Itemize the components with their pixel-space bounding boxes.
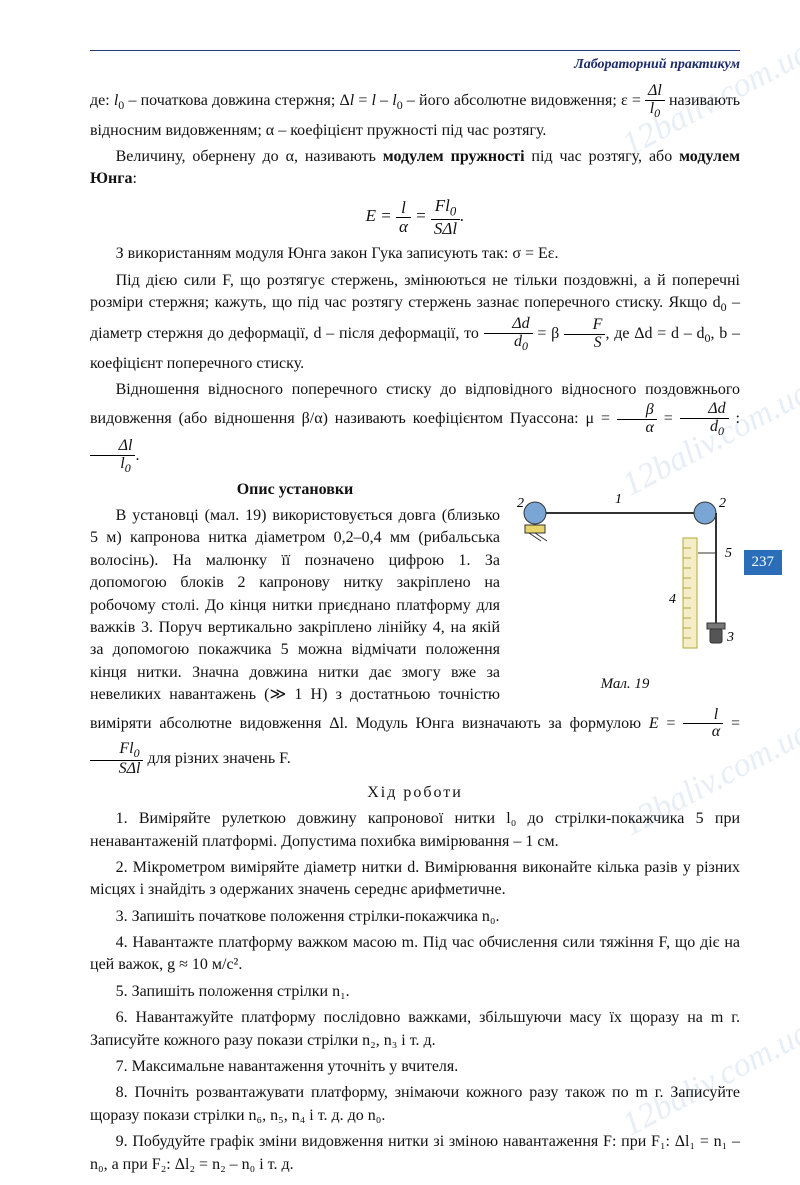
- fig-label-1: 1: [615, 492, 622, 507]
- fig-label-5: 5: [725, 546, 732, 561]
- page-content: Лабораторний практикум де: l0 – початков…: [0, 0, 800, 1185]
- para-poisson: Відношення відносного поперечного стиску…: [90, 379, 740, 475]
- apparatus-diagram: 1 2 2 3 4 5: [515, 483, 735, 663]
- para-modulus: Величину, обернену до α, називають модул…: [90, 146, 740, 191]
- fig-label-2b: 2: [719, 496, 726, 511]
- fig-label-4: 4: [669, 592, 676, 607]
- para-transverse: Під дією сили F, що розтягує стержень, з…: [90, 270, 740, 375]
- step-4: 4. Навантажте платформу важком масою m. …: [90, 932, 740, 977]
- header-label: Лабораторний практикум: [90, 57, 740, 73]
- step-7: 7. Максимальне навантаження уточніть у в…: [90, 1056, 740, 1078]
- section-procedure: Хід роботи: [90, 782, 740, 804]
- fig-label-3: 3: [726, 630, 734, 645]
- step-1: 1. Виміряйте рулеткою довжину капронової…: [90, 808, 740, 853]
- body-text: де: l0 – початкова довжина стержня; Δl =…: [90, 83, 740, 1176]
- step-8: 8. Почніть розвантажувати платформу, зні…: [90, 1082, 740, 1127]
- para-hooke: З використанням модуля Юнга закон Гука з…: [90, 243, 740, 265]
- figure-caption: Мал. 19: [510, 674, 740, 695]
- step-3: 3. Запишіть початкове положення стрілки-…: [90, 906, 740, 928]
- figure-19: 1 2 2 3 4 5 Мал. 19: [510, 483, 740, 695]
- step-5: 5. Запишіть положення стрілки n₁.: [90, 981, 740, 1003]
- para-def: де: l0 – початкова довжина стержня; Δl =…: [90, 83, 740, 142]
- equation-young: E = lα = Fl0SΔl.: [90, 197, 740, 238]
- fig-label-2a: 2: [517, 496, 524, 511]
- header-rule: [90, 50, 740, 51]
- step-6: 6. Навантажуйте платформу послідовно важ…: [90, 1007, 740, 1052]
- step-2: 2. Мікрометром виміряйте діаметр нитки d…: [90, 857, 740, 902]
- step-9: 9. Побудуйте графік зміни видовження нит…: [90, 1131, 740, 1176]
